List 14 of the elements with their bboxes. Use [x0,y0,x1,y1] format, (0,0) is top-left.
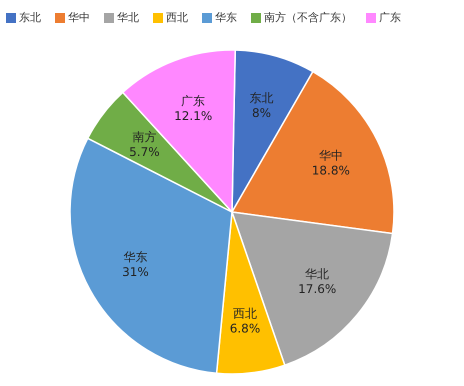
legend-label: 东北 [19,11,41,24]
legend-label: 华中 [68,11,90,24]
data-label: 广东 12.1% [174,94,212,124]
data-label: 华北 17.6% [298,267,336,296]
data-label: 华东 31% [122,250,149,280]
legend-label: 华东 [215,11,237,24]
data-label: 西北 6.8% [230,306,260,336]
legend-label: 西北 [166,11,188,24]
legend-label: 华北 [117,11,139,24]
legend-label: 南方（不含广东） [264,11,352,24]
data-label: 南方 5.7% [129,130,160,160]
data-label: 东北 8% [250,91,274,120]
legend-label: 广东 [379,11,401,24]
data-label: 华中 18.8% [312,148,350,178]
